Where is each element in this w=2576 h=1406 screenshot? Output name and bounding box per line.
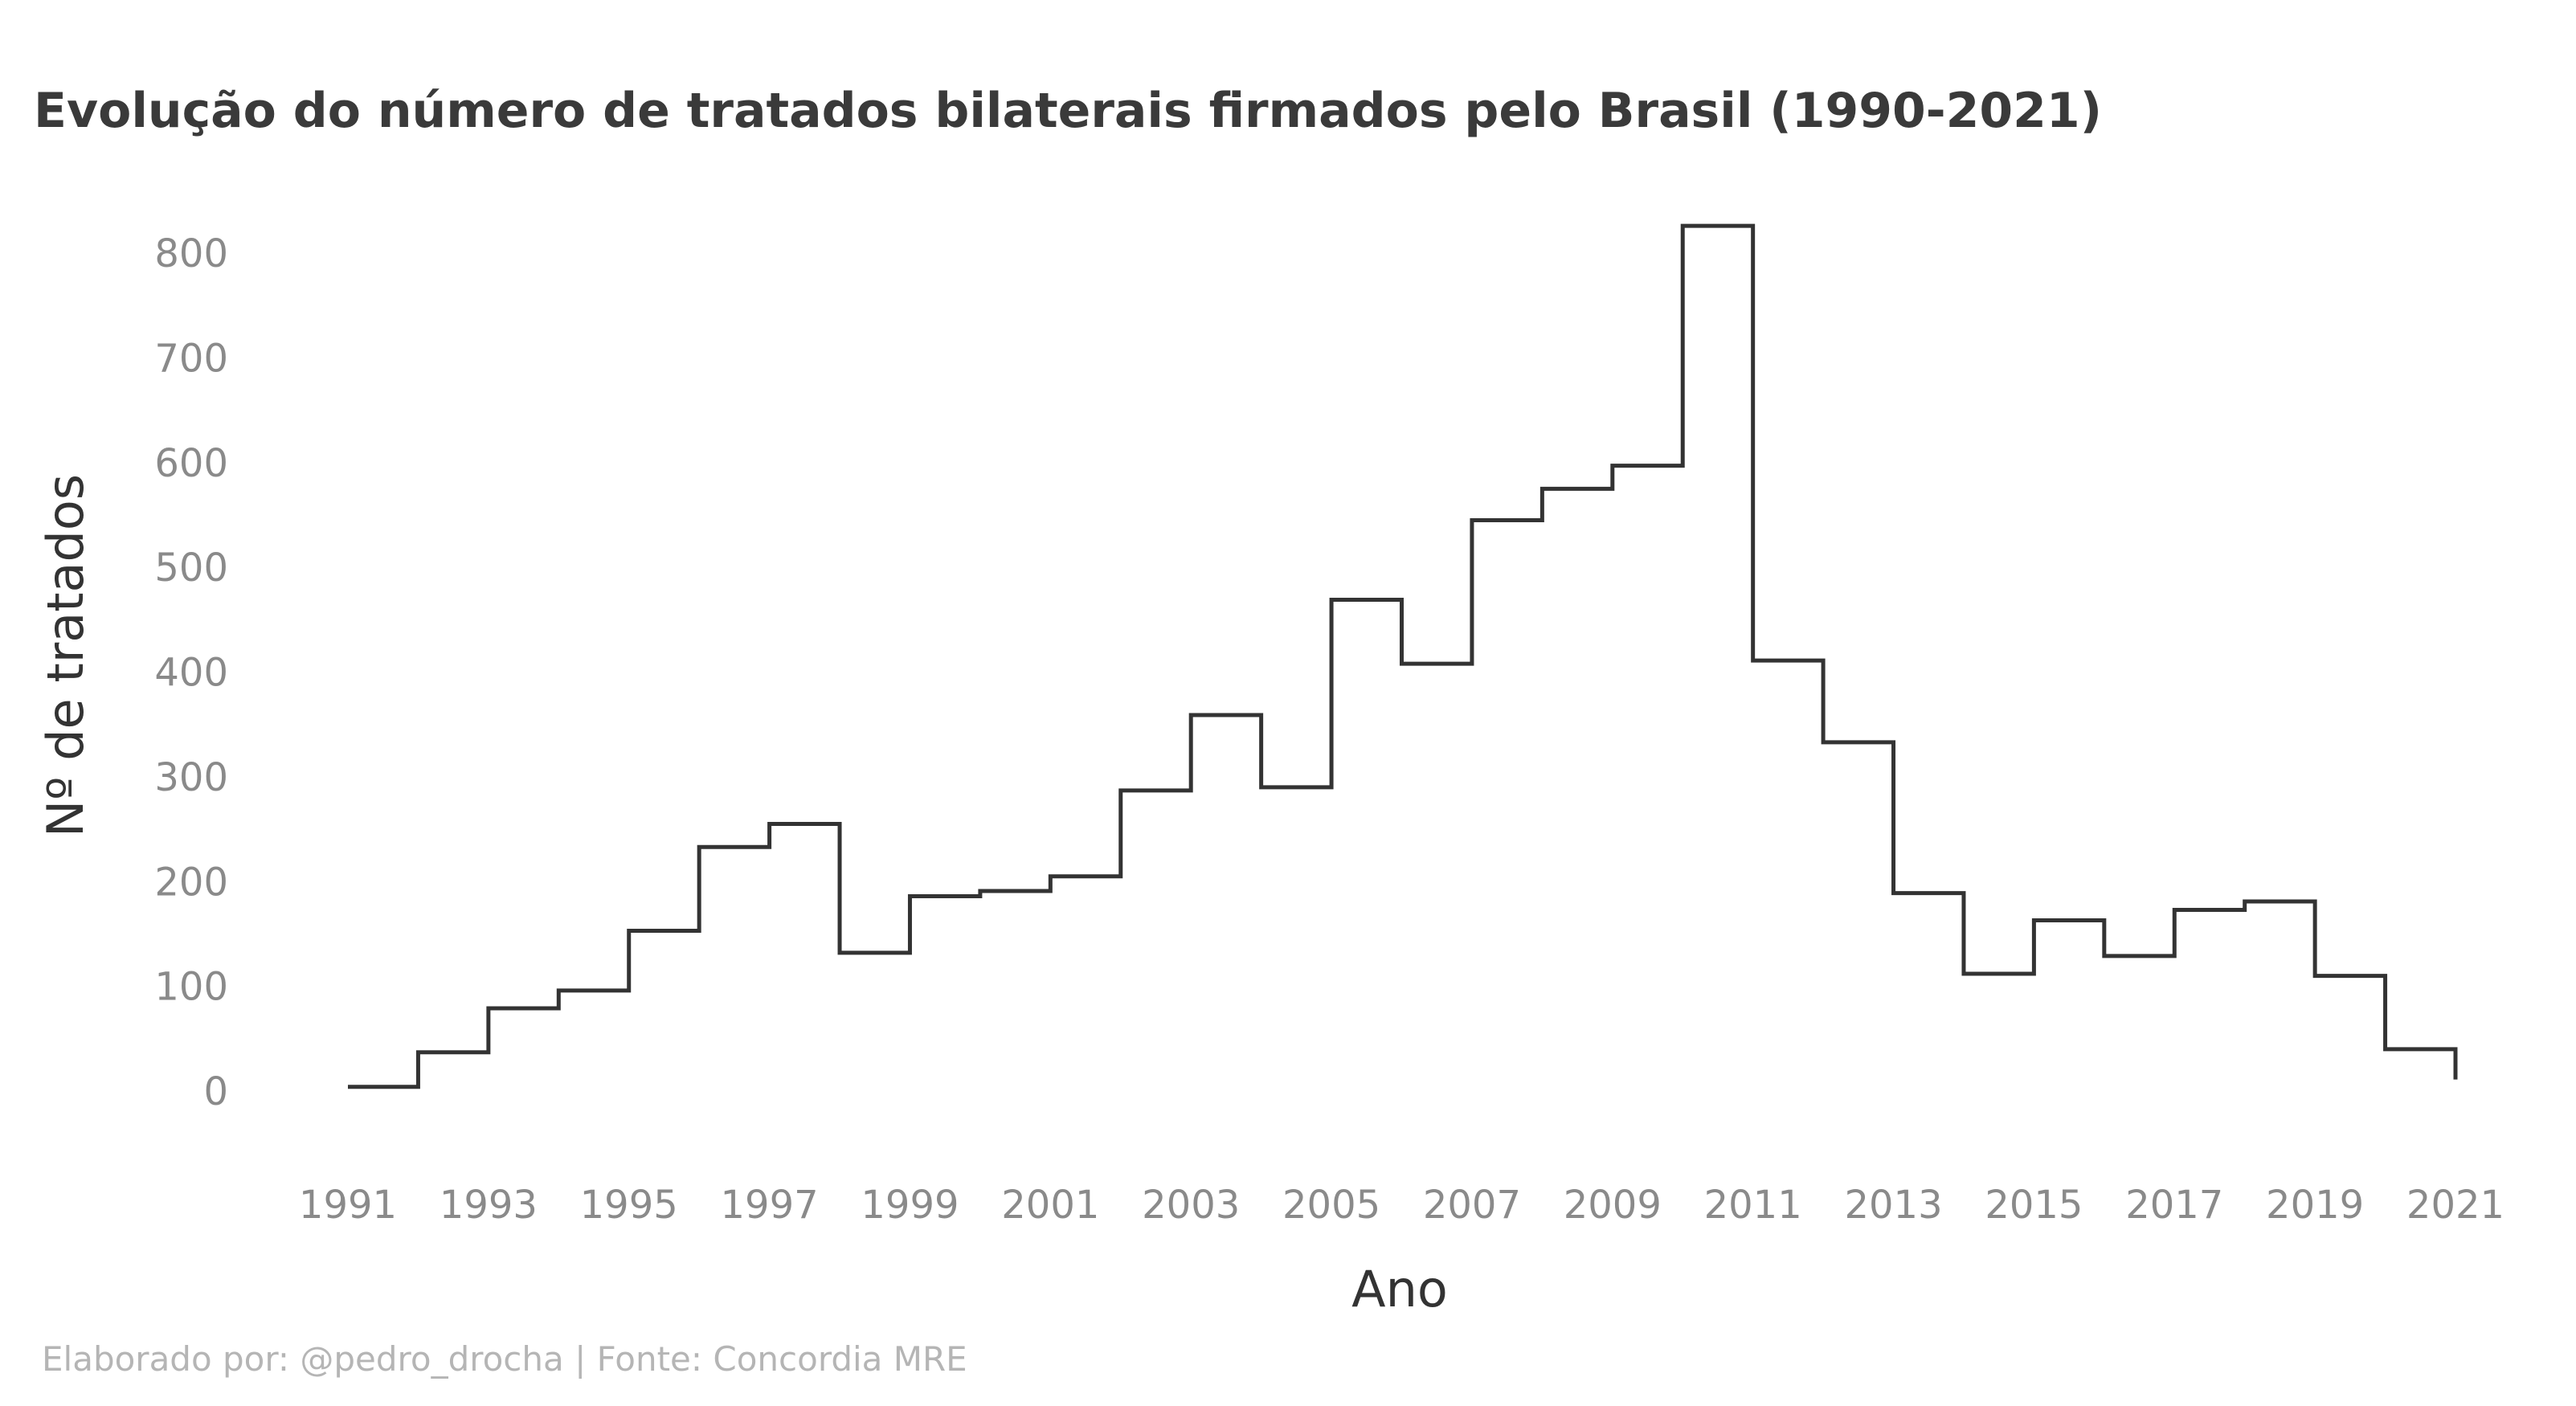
x-tick-label: 1991 — [299, 1183, 397, 1228]
y-tick-label: 800 — [154, 231, 228, 276]
x-tick-label: 2017 — [2125, 1183, 2223, 1228]
x-tick-label: 2009 — [1564, 1183, 1662, 1228]
chart-title: Evolução do número de tratados bilaterai… — [34, 83, 2102, 139]
x-tick-label: 2001 — [1001, 1183, 1099, 1228]
x-tick-label: 2003 — [1142, 1183, 1240, 1228]
y-tick-label: 500 — [154, 546, 228, 591]
y-axis-title: Nº de tratados — [36, 474, 95, 837]
x-tick-label: 1997 — [721, 1183, 819, 1228]
y-axis-ticks: 0 100 200 300 400 500 600 700 800 — [154, 231, 228, 1114]
x-tick-label: 2015 — [1985, 1183, 2083, 1228]
x-tick-label: 2021 — [2406, 1183, 2504, 1228]
x-axis-ticks: 1991 1993 1995 1997 1999 2001 2003 2005 2007 2009… — [299, 1183, 2504, 1228]
x-tick-label: 1993 — [440, 1183, 538, 1228]
y-tick-label: 200 — [154, 860, 228, 905]
caption: Elaborado por: @pedro_drocha | Fonte: Co… — [42, 1339, 967, 1379]
y-tick-label: 0 — [203, 1069, 228, 1114]
x-tick-label: 2019 — [2266, 1183, 2364, 1228]
x-tick-label: 2013 — [1844, 1183, 1942, 1228]
x-tick-label: 1995 — [580, 1183, 678, 1228]
x-tick-label: 2011 — [1704, 1183, 1802, 1228]
x-tick-label: 2005 — [1282, 1183, 1380, 1228]
y-tick-label: 300 — [154, 755, 228, 800]
y-tick-label: 100 — [154, 965, 228, 1010]
x-tick-label: 1999 — [861, 1183, 959, 1228]
series-step-line — [348, 223, 2458, 1089]
y-tick-label: 600 — [154, 441, 228, 486]
x-axis-title: Ano — [1351, 1260, 1448, 1318]
y-tick-label: 700 — [154, 336, 228, 381]
y-tick-label: 400 — [154, 651, 228, 696]
x-tick-label: 2007 — [1423, 1183, 1521, 1228]
